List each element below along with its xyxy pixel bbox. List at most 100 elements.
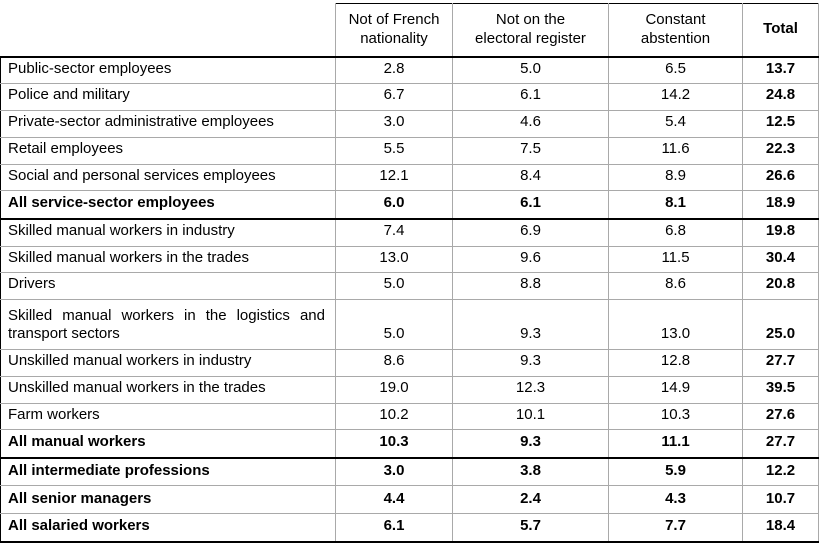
value-cell: 5.4	[608, 110, 743, 138]
value-cell: 8.4	[452, 163, 609, 192]
table-row: All manual workers 10.3 9.3 11.1 27.7	[0, 429, 819, 459]
value-cell: 6.5	[608, 55, 743, 85]
table-row: Retail employees 5.5 7.5 11.6 22.3	[0, 136, 819, 165]
row-label: Unskilled manual workers in the trades	[0, 375, 336, 404]
row-label: Private-sector administrative employees	[0, 110, 336, 138]
value-cell: 7.5	[452, 136, 609, 165]
total-value-cell: 12.2	[742, 457, 819, 487]
total-value-cell: 12.5	[742, 110, 819, 138]
value-cell: 11.5	[608, 245, 743, 274]
value-cell: 6.7	[335, 83, 453, 111]
value-cell: 11.1	[608, 429, 743, 459]
row-label: Skilled manual workers in the trades	[0, 245, 336, 274]
table-row: Public-sector employees 2.8 5.0 6.5 13.7	[0, 55, 819, 85]
value-cell: 7.7	[608, 513, 743, 543]
value-cell: 5.9	[608, 457, 743, 487]
value-cell: 5.5	[335, 136, 453, 165]
value-cell: 19.0	[335, 375, 453, 404]
total-value-cell: 24.8	[742, 83, 819, 111]
table-body: Public-sector employees 2.8 5.0 6.5 13.7 Poli…	[0, 55, 819, 543]
total-value-cell: 22.3	[742, 136, 819, 165]
total-value-cell: 10.7	[742, 485, 819, 515]
value-cell: 6.9	[452, 218, 609, 247]
corner-cell	[0, 3, 336, 58]
value-cell: 9.3	[452, 349, 609, 377]
row-label: All senior managers	[0, 485, 336, 515]
value-cell: 8.8	[452, 272, 609, 300]
total-value-cell: 18.4	[742, 513, 819, 543]
value-cell: 14.2	[608, 83, 743, 111]
table-row: Skilled manual workers in the logistics …	[0, 299, 819, 350]
table-row: Skilled manual workers in industry 7.4 6.9…	[0, 218, 819, 247]
value-cell: 10.3	[608, 402, 743, 431]
value-cell: 6.1	[452, 190, 609, 220]
table-row: Drivers 5.0 8.8 8.6 20.8	[0, 272, 819, 300]
table-row: All intermediate professions 3.0 3.8 5.9 12.…	[0, 457, 819, 487]
table-row: All service-sector employees 6.0 6.1 8.1 18.…	[0, 190, 819, 220]
table-row: Private-sector administrative employees 3…	[0, 110, 819, 138]
total-value-cell: 27.6	[742, 402, 819, 431]
total-value-cell: 30.4	[742, 245, 819, 274]
row-label: Social and personal services employees	[0, 163, 336, 192]
table-row: Unskilled manual workers in the trades 19…	[0, 375, 819, 404]
value-cell: 13.0	[335, 245, 453, 274]
value-cell: 4.6	[452, 110, 609, 138]
total-value-cell: 18.9	[742, 190, 819, 220]
table-row: Police and military 6.7 6.1 14.2 24.8	[0, 83, 819, 111]
value-cell: 14.9	[608, 375, 743, 404]
row-label: Skilled manual workers in industry	[0, 218, 336, 247]
value-cell: 5.0	[335, 299, 453, 350]
table-row: Social and personal services employees 12…	[0, 163, 819, 192]
row-label: All service-sector employees	[0, 190, 336, 220]
total-value-cell: 27.7	[742, 349, 819, 377]
value-cell: 6.8	[608, 218, 743, 247]
value-cell: 8.9	[608, 163, 743, 192]
total-value-cell: 39.5	[742, 375, 819, 404]
value-cell: 9.6	[452, 245, 609, 274]
row-label: Public-sector employees	[0, 55, 336, 85]
col-header-not-on-electoral-register: Not on the electoral register	[452, 3, 609, 58]
value-cell: 2.4	[452, 485, 609, 515]
total-value-cell: 20.8	[742, 272, 819, 300]
col-header-not-french-nationality: Not of French nationality	[335, 3, 453, 58]
row-label: Retail employees	[0, 136, 336, 165]
value-cell: 7.4	[335, 218, 453, 247]
row-label: Farm workers	[0, 402, 336, 431]
value-cell: 3.8	[452, 457, 609, 487]
table-row: Unskilled manual workers in industry 8.6 9…	[0, 349, 819, 377]
value-cell: 8.6	[608, 272, 743, 300]
value-cell: 6.1	[452, 83, 609, 111]
value-cell: 5.7	[452, 513, 609, 543]
total-value-cell: 13.7	[742, 55, 819, 85]
total-value-cell: 25.0	[742, 299, 819, 350]
table-row: All senior managers 4.4 2.4 4.3 10.7	[0, 485, 819, 515]
col-header-total: Total	[742, 3, 819, 58]
value-cell: 9.3	[452, 429, 609, 459]
table-row: All salaried workers 6.1 5.7 7.7 18.4	[0, 513, 819, 543]
header-row: Not of French nationality Not on the ele…	[0, 3, 819, 58]
value-cell: 6.1	[335, 513, 453, 543]
value-cell: 12.3	[452, 375, 609, 404]
row-label: Police and military	[0, 83, 336, 111]
value-cell: 4.3	[608, 485, 743, 515]
value-cell: 6.0	[335, 190, 453, 220]
value-cell: 3.0	[335, 110, 453, 138]
value-cell: 10.1	[452, 402, 609, 431]
value-cell: 12.1	[335, 163, 453, 192]
value-cell: 8.6	[335, 349, 453, 377]
value-cell: 5.0	[335, 272, 453, 300]
value-cell: 10.3	[335, 429, 453, 459]
value-cell: 10.2	[335, 402, 453, 431]
table-row: Skilled manual workers in the trades 13.0…	[0, 245, 819, 274]
row-label: All manual workers	[0, 429, 336, 459]
value-cell: 3.0	[335, 457, 453, 487]
row-label: Skilled manual workers in the logistics …	[0, 299, 336, 350]
value-cell: 12.8	[608, 349, 743, 377]
value-cell: 13.0	[608, 299, 743, 350]
total-value-cell: 19.8	[742, 218, 819, 247]
col-header-constant-abstention: Constant abstention	[608, 3, 743, 58]
row-label: Drivers	[0, 272, 336, 300]
statistics-table: Not of French nationality Not on the ele…	[0, 3, 819, 543]
